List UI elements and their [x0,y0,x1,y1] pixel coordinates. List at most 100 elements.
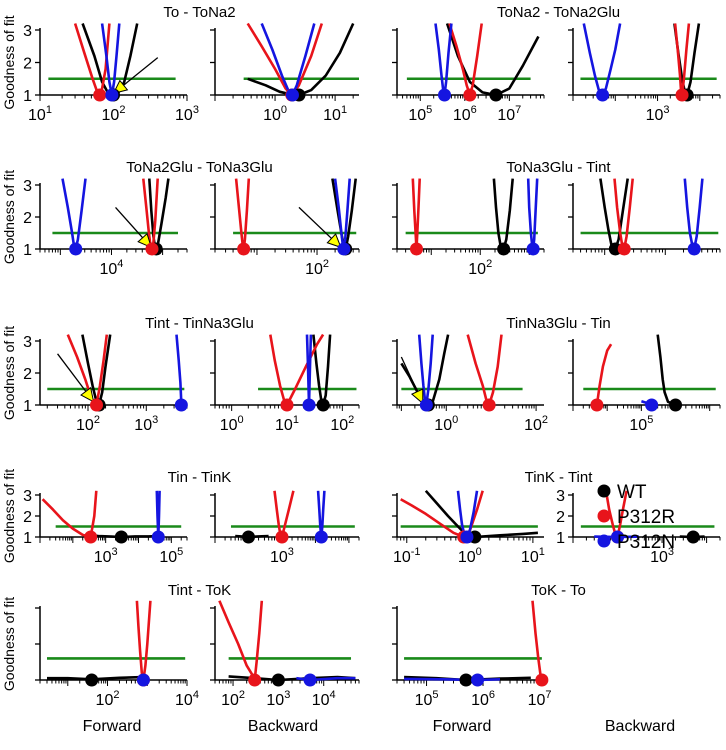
panel-3-curve-p312n [434,23,453,97]
panel-18-curve-p312n [296,676,356,682]
panel-12-xtick-exponent: 5 [647,414,653,426]
panel-17-min-marker-p312n [136,673,150,687]
panel-18-min-marker-p312r [248,673,262,687]
panel-15-curve-p312r [400,490,484,539]
panel-14-min-marker-p312r [275,530,289,544]
panel-1-min-marker-p312n [105,88,119,102]
y-axis-label-row-3: Goodness of fit [1,326,17,420]
panel-title-tink-tint: TinK - Tint [525,469,594,486]
panel-18-xtick-label: 103 [266,689,290,709]
legend-label-wt: WT [617,482,647,503]
panel-1-ytick-label-3: 3 [23,23,32,40]
panel-11: TinNa3Glu - Tin 100 102 [392,315,611,434]
panel-5-ytick-label-2: 2 [23,210,32,227]
panel-18-xtick-label: 104 [312,689,336,709]
panel-19-curve-p312n [404,677,501,682]
panel-4: 103 [568,23,721,124]
y-axis-label-row-2: Goodness of fit [1,170,17,264]
panel-4-curve-p312n [582,23,622,97]
panel-12-min-marker-wt [669,398,683,412]
panel-title-tint-tinna3glu: Tint - TinNa3Glu [145,315,254,332]
panel-3-xtick-exponent: 7 [515,104,521,116]
panel-19-min-marker-p312n [471,673,485,687]
panel-13-xtick-label: 103 [94,546,118,566]
panel-12-min-marker-p312n [645,398,659,412]
panel-19-xtick-exponent: 7 [545,689,551,701]
panel-17-xtick-exponent: 2 [113,689,119,701]
panel-11-xtick-exponent: 2 [542,414,548,426]
panel-17-min-marker-wt [85,673,99,687]
panel-13-curve-p312n [155,490,161,539]
panel-18-xtick-label: 102 [221,689,245,709]
panel-18-xtick-exponent: 4 [330,689,336,701]
panel-1-arrow-shaft [123,57,159,86]
y-axis-label-row-5: Goodness of fit [1,597,17,691]
panel-19: ToK - To 105 106 107 [392,582,586,709]
panel-4-min-marker-p312n [596,88,610,102]
panel-13-curve-p312r [41,490,98,539]
panel-6: 102 [210,178,360,278]
panel-1-xtick-label: 101 [28,104,52,124]
panel-11-xtick-exponent: 0 [452,414,458,426]
panel-13-xtick-exponent: 3 [112,546,118,558]
panel-2: 100 101 [210,22,359,124]
panel-15-min-marker-p312n [460,530,474,544]
panel-3-xtick-label: 106 [453,104,477,124]
panel-5-min-marker-p312r [145,242,159,256]
panel-6-xtick-exponent: 2 [323,258,329,270]
panel-15-xtick-exponent: 1 [539,546,545,558]
panel-9-xtick-exponent: 2 [94,414,100,426]
panel-15-xtick-exponent: -1 [411,546,421,558]
panel-1-xtick-exponent: 2 [119,104,125,116]
panel-9-ytick-label-1: 1 [23,398,32,415]
panel-11-curve-p312r [466,334,503,407]
panel-13-ytick-label-1: 1 [23,530,32,547]
y-axis-label-row-4: Goodness of fit [1,469,17,563]
panel-6-min-marker-p312n [337,242,351,256]
panel-11-arrow-shaft [400,356,418,392]
panel-7-xtick-exponent: 2 [486,258,492,270]
panel-19-xtick-label: 106 [471,689,495,709]
panel-13-xtick-label: 105 [159,546,183,566]
legend-label-p312r: P312R [617,507,675,528]
panel-8-curve-wt [599,178,629,251]
panel-17-curve-p312r [135,600,152,682]
panel-5-arrow-shaft [115,206,144,239]
panel-12: 105 [568,334,721,434]
panel-2-xtick-exponent: 0 [281,104,287,116]
y-axis-labels: Goodness of fit Goodness of fit Goodness o… [1,15,17,691]
panel-11-xtick-label: 102 [524,414,548,434]
panel-15-xtick-label: 100 [458,546,482,566]
panel-title-to-tona2: To - ToNa2 [163,4,235,21]
panel-19-xtick-label: 107 [528,689,552,709]
panel-1: To - ToNa2 1 2 3 101 102 103 [23,4,236,124]
legend-marker-p312r [597,509,611,523]
panel-title-tok-to: ToK - To [531,582,586,599]
panel-16-ytick-label-2: 2 [556,509,565,526]
legend-label-p312n: P312N [617,532,675,553]
column-label-4: Backward [605,718,675,735]
legend: WT P312R P312N [597,482,675,553]
panel-7-min-marker-p312r [409,242,423,256]
panel-7-curve-wt [492,178,514,251]
panel-5-min-marker-p312n [69,242,83,256]
panel-15-xtick-label: 101 [521,546,545,566]
panel-19-xtick-label: 105 [415,689,439,709]
panel-1-xtick-exponent: 3 [193,104,199,116]
panel-19-xtick-exponent: 5 [432,689,438,701]
panel-18-xtick-exponent: 2 [239,689,245,701]
panel-10-xtick-exponent: 0 [237,414,243,426]
panel-9-arrow-head [80,386,95,403]
panel-18-min-marker-p312n [303,673,317,687]
panel-19-min-marker-wt [459,673,473,687]
panel-3-xtick-label: 107 [497,104,521,124]
panel-18-min-marker-wt [271,673,285,687]
panel-title-tint-tok: Tint - ToK [168,582,231,599]
panel-5-ytick-label-1: 1 [23,242,32,259]
panel-9-min-marker-p312n [174,398,188,412]
panel-10-xtick-label: 101 [275,414,299,434]
panel-14-min-marker-wt [241,530,255,544]
panel-16-ytick-label-1: 1 [556,530,565,547]
panel-6-arrow-shaft [298,206,332,239]
panel-3-xtick-exponent: 5 [426,104,432,116]
